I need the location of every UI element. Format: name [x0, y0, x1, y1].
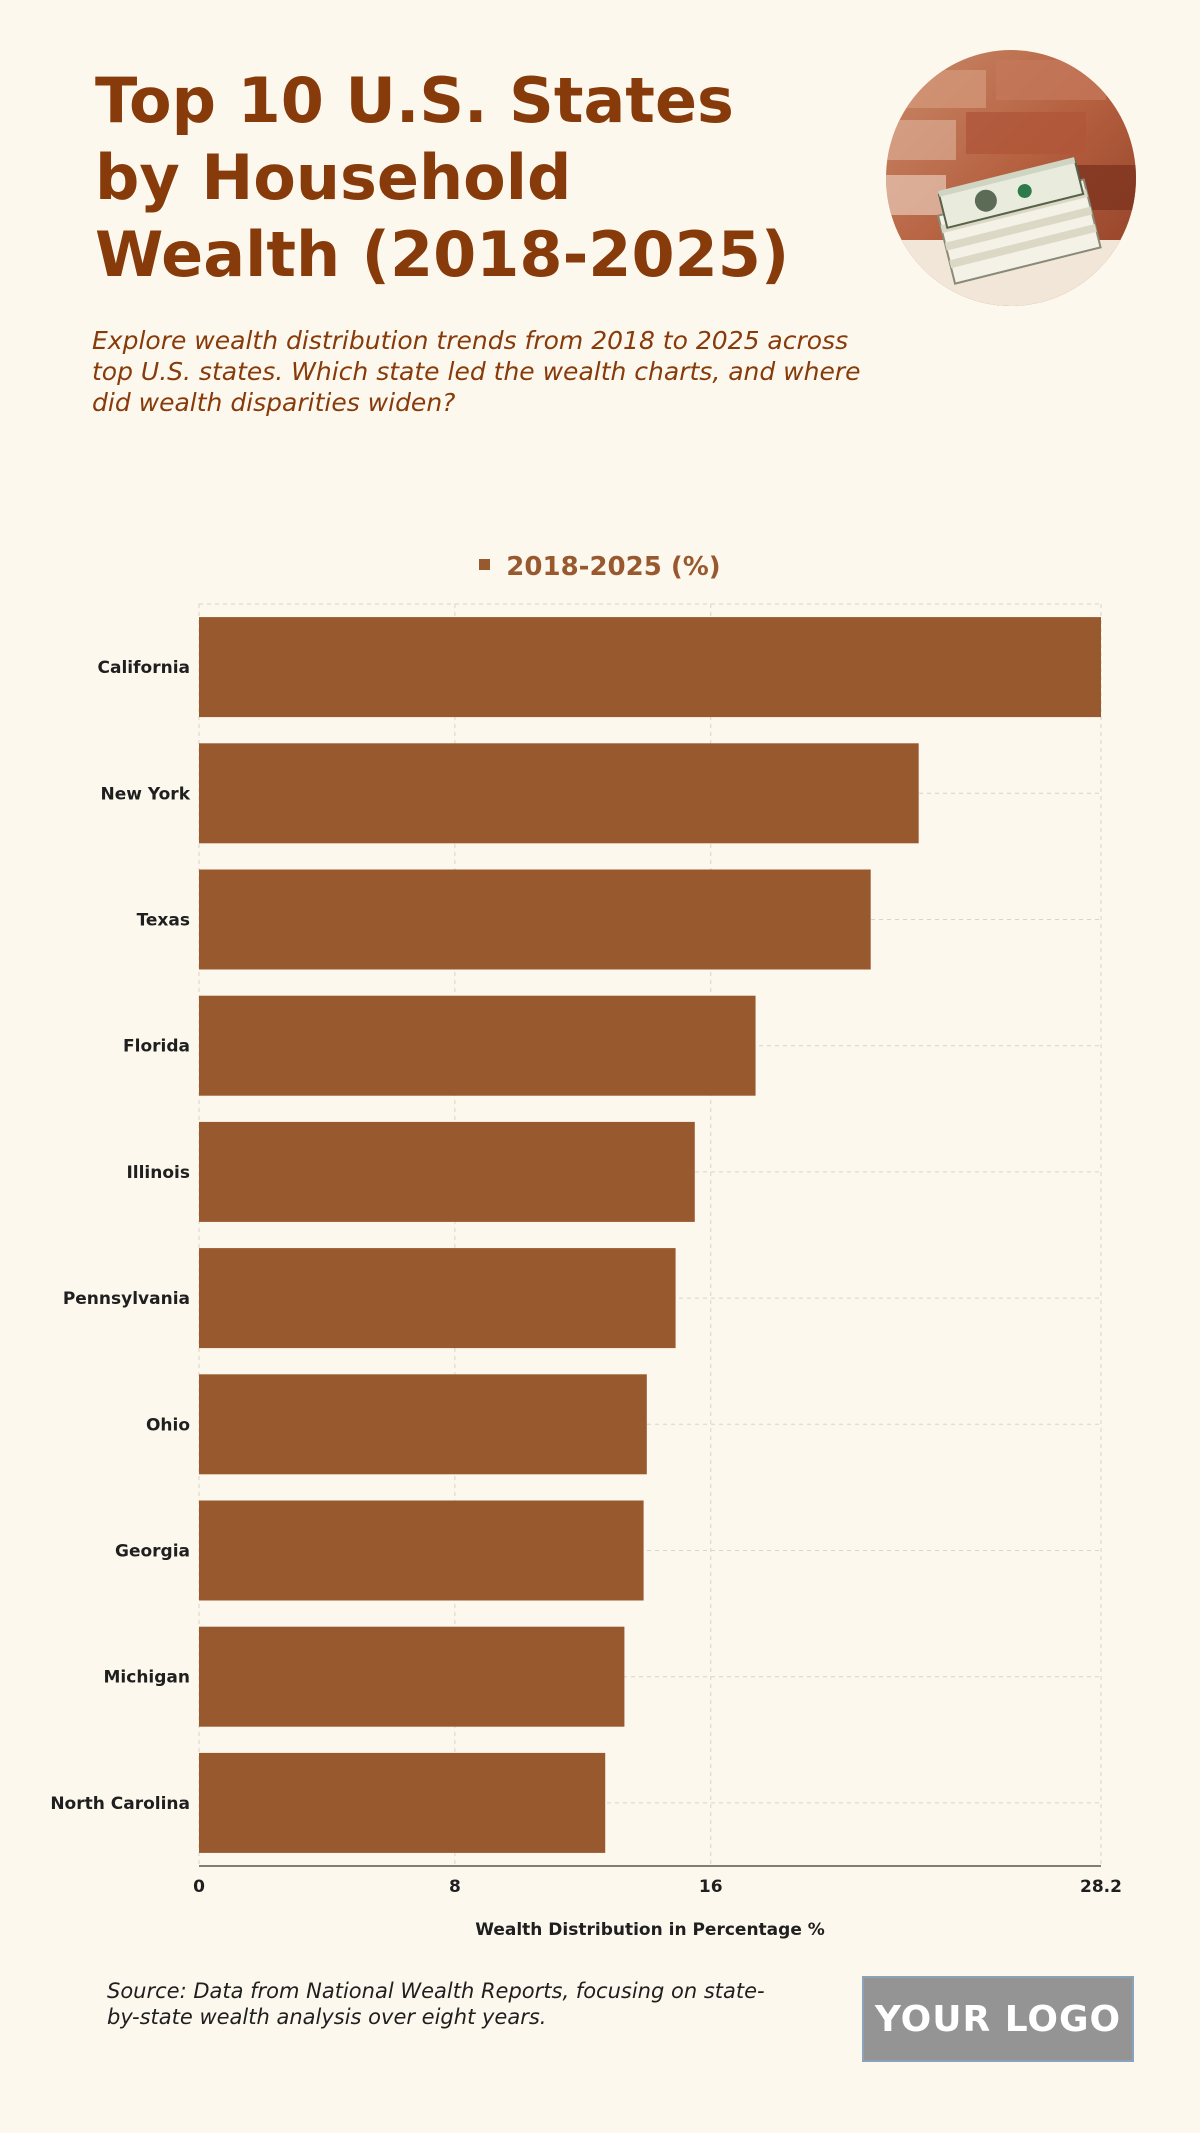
bar-pennsylvania	[199, 1248, 676, 1349]
category-label: Michigan	[104, 1668, 191, 1688]
x-tick-label: 16	[699, 1877, 723, 1897]
money-stack-photo	[886, 50, 1136, 306]
x-axis-title: Wealth Distribution in Percentage %	[475, 1920, 825, 1940]
bar-florida	[199, 995, 756, 1096]
x-tick-label: 28.2	[1080, 1877, 1122, 1897]
bar-chart: California New York Texas Florida Illinois Pe…	[50, 603, 1122, 1940]
bar-north-carolina	[199, 1752, 606, 1853]
category-label: California	[98, 658, 190, 678]
legend-swatch	[479, 559, 491, 570]
category-label: Illinois	[126, 1163, 190, 1183]
category-label: Texas	[137, 911, 190, 931]
page-subtitle: Explore wealth distribution trends from …	[92, 326, 861, 417]
bar-texas	[199, 869, 871, 970]
chart-legend: 2018-2025 (%)	[0, 552, 1200, 582]
bar-illinois	[199, 1121, 695, 1222]
category-label: North Carolina	[50, 1794, 190, 1814]
logo-text: YOUR LOGO	[874, 1998, 1122, 2040]
category-label: Georgia	[115, 1542, 190, 1562]
source-note: Source: Data from National Wealth Report…	[107, 1979, 765, 2029]
x-tick-label: 0	[193, 1877, 205, 1897]
category-label: New York	[101, 784, 191, 804]
bar-georgia	[199, 1500, 644, 1601]
page-title: Top 10 U.S. States by Household Wealth (…	[95, 64, 790, 291]
category-label: Florida	[123, 1037, 190, 1057]
logo-placeholder: YOUR LOGO	[862, 1976, 1134, 2062]
x-tick-label: 8	[449, 1877, 461, 1897]
bar-michigan	[199, 1626, 625, 1727]
category-label: Ohio	[146, 1415, 190, 1435]
category-label: Pennsylvania	[63, 1289, 190, 1309]
legend-label: 2018-2025 (%)	[506, 552, 721, 582]
bar-ohio	[199, 1374, 647, 1475]
bar-california	[199, 617, 1101, 718]
bar-new-york	[199, 743, 919, 844]
